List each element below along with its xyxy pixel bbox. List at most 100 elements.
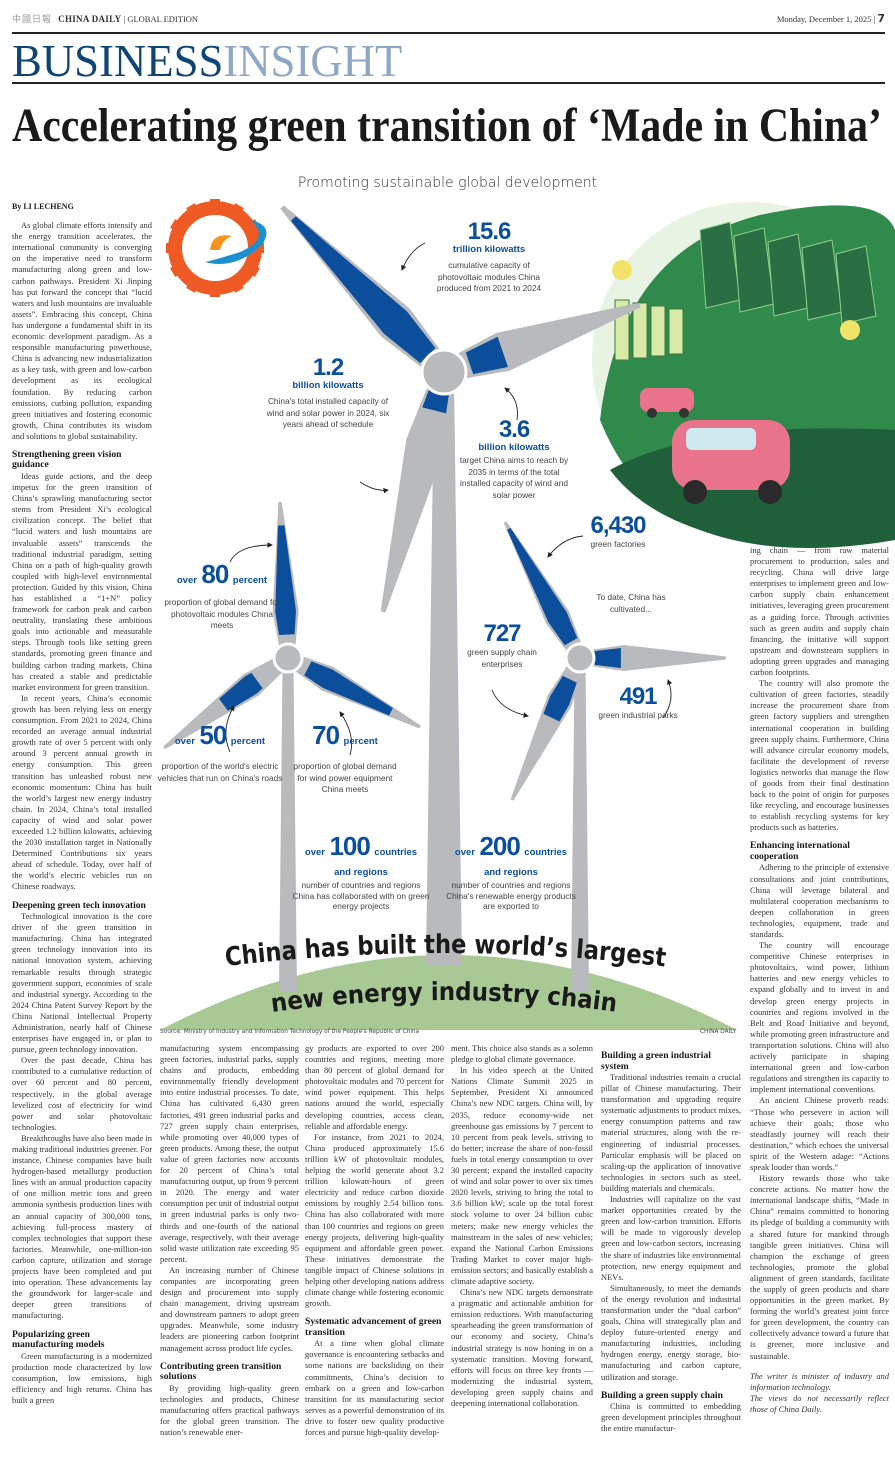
turbine-blade (380, 369, 454, 613)
paragraph: China is committed to embedding green de… (601, 1401, 741, 1434)
stat-number: 727 (483, 620, 521, 647)
section-rule (12, 82, 885, 84)
paragraph: At a time when global climate governance… (305, 1338, 444, 1437)
paragraph: Simultaneously, to meet the demands of t… (601, 1282, 741, 1382)
stat-desc: green factories (590, 539, 646, 549)
top-rule (12, 32, 885, 34)
chinese-masthead-logo: 中國日報 (12, 14, 53, 24)
stat-unit: percent (230, 736, 266, 747)
paragraph: By providing high-quality green technolo… (160, 1382, 299, 1437)
section-title: BUSINESSINSIGHT (12, 38, 402, 84)
section-title-insight: INSIGHT (223, 35, 403, 86)
turbine-hub (564, 642, 596, 674)
stat-unit: countries (524, 847, 568, 858)
section-heading: Strengthening green vision guidance (12, 448, 122, 471)
stat-number: 70 (312, 720, 340, 750)
light-bulb-icon (612, 260, 632, 280)
stat-pv-capacity: 15.6 trillion kilowatts cumulative capac… (425, 220, 553, 295)
stat-desc: proportion of global demand for wind pow… (293, 761, 397, 794)
paragraph: An ancient Chinese proverb reads: “Those… (750, 1095, 889, 1172)
stat-desc: proportion of the world's electric vehic… (157, 761, 283, 783)
stat-pv-demand: over 80 percent proportion of global dem… (160, 559, 284, 632)
stat-unit2: and regions (334, 867, 388, 878)
stat-unit: countries (374, 847, 418, 858)
pointer-arrow-icon (229, 542, 273, 563)
paragraph: In his video speech at the United Nation… (451, 1065, 593, 1286)
wheel-icon (758, 480, 782, 504)
section-heading: Popularizing green manufacturing models (12, 1328, 105, 1350)
stat-number: 200 (479, 831, 520, 861)
article-column-4: ment. This choice also stands as a solem… (451, 1043, 593, 1481)
pointer-arrow-icon (225, 705, 235, 753)
stat-green-factories: 6,430 green factories (576, 514, 660, 551)
author-note: The writer is minister of industry and i… (750, 1370, 889, 1392)
logo-swirl-inner (210, 235, 232, 250)
paragraph: An increasing number of Chinese companie… (160, 1264, 299, 1353)
stat-desc: target China aims to reach by 2035 in te… (459, 455, 569, 500)
section-heading: Contributing green transition solutions (160, 1360, 282, 1383)
stat-intro: To date, China has cultivated... (586, 587, 676, 615)
turbine-blade-stripe (507, 527, 578, 646)
stat-desc: cumulative capacity of photovoltaic modu… (436, 260, 542, 293)
paper-name: CHINA DAILY (58, 14, 122, 24)
building-icon (632, 302, 648, 359)
infographic-credit: CHINA DAILY (700, 1029, 737, 1035)
logo-swirl-icon (205, 220, 267, 264)
paragraph: Traditional industries remain a crucial … (601, 1072, 741, 1193)
masthead-bar: 中國日報 CHINA DAILY | GLOBAL EDITION Monday… (12, 12, 885, 25)
author-note: The views do not necessarily reflect tho… (750, 1392, 889, 1414)
car-window (686, 428, 756, 450)
paragraph: manufacturing system encompassing green … (160, 1043, 299, 1264)
paragraph: In recent years, China’s economic growth… (12, 692, 152, 892)
turbine-blade-stripe (594, 647, 621, 669)
turbine-tower (426, 380, 462, 965)
stat-unit: billion kilowatts (292, 380, 364, 391)
stat-unit: billion kilowatts (478, 442, 550, 453)
section-heading: Systematic advancement of green transiti… (305, 1316, 442, 1338)
paragraph: Adhering to the principle of extensive c… (750, 862, 889, 939)
article-column-1: By LI LECHENG As global climate efforts i… (12, 201, 152, 1481)
stat-desc: proportion of global demand for photovol… (164, 597, 280, 630)
turbine-blade-stripe (543, 675, 577, 722)
stat-number: 100 (329, 831, 370, 861)
turbine-hub (272, 642, 304, 674)
paragraph: The country will encourage competitive C… (750, 940, 889, 1095)
paragraph: Technological innovation is the core dri… (12, 911, 152, 1055)
edition-label: GLOBAL EDITION (127, 14, 199, 24)
stat-desc: China's total installed capacity of wind… (266, 396, 390, 429)
stat-desc: number of countries and regions China ha… (292, 880, 430, 911)
building-icon (650, 305, 666, 357)
stat-number: 50 (199, 720, 227, 750)
headline: Accelerating green transition of ‘Made i… (12, 99, 882, 152)
turbine-tower (571, 668, 589, 992)
turbine-blade-stripe (465, 336, 508, 375)
section-heading: Building a green industrial system (601, 1050, 711, 1072)
stat-prefix: over (304, 847, 325, 858)
paragraph: The country will also promote the cultiv… (750, 678, 889, 833)
stat-industrial-parks: 491 green industrial parks (586, 685, 690, 722)
stat-desc: green industrial parks (598, 710, 678, 720)
paragraph: Breakthroughs have also been made in mak… (12, 1132, 152, 1321)
green-hill (160, 955, 737, 1030)
stat-wind-demand: 70 percent proportion of global demand f… (290, 720, 400, 796)
building-icon (668, 308, 684, 355)
stat-number: 15.6 (467, 218, 512, 245)
section-heading: Deepening green tech innovation (12, 899, 146, 911)
stat-unit2: and regions (484, 867, 538, 878)
paragraph: China’s new NDC targets demonstrate a pr… (451, 1287, 593, 1408)
article-column-3: gy products are exported to over 200 cou… (305, 1043, 444, 1481)
infographic-source: Source: Ministry of Industry and Informa… (160, 1029, 420, 1035)
stat-prefix: over (174, 736, 195, 747)
pointer-arrow-icon (504, 387, 518, 421)
stat-number: 491 (619, 683, 657, 710)
paragraph: ment. This choice also stands as a solem… (451, 1043, 593, 1065)
pointer-arrow-icon (401, 242, 426, 271)
pointer-arrow-icon (662, 679, 673, 719)
article-column-5: Building a green industrial system Tradit… (601, 1043, 741, 1481)
stat-number: 3.6 (498, 416, 530, 443)
paragraph: gy products are exported to over 200 cou… (305, 1043, 444, 1131)
stat-number: 80 (201, 559, 229, 589)
section-heading: Building a green supply chain (601, 1389, 723, 1401)
stat-number: 1.2 (312, 354, 344, 381)
